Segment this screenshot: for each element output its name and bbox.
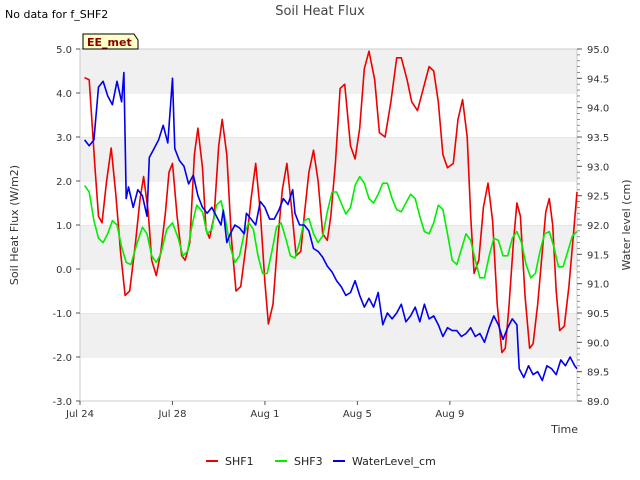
y-axis: -3.0 -2.0 -1.0 0.0 1.0 2.0 3.0 4.0 5.0 (52, 45, 80, 408)
grid-band (80, 269, 577, 313)
series-line-shf1 (84, 50, 578, 354)
x-tick-label: Aug 1 (250, 409, 279, 420)
y2-tick-label: 91.5 (587, 250, 609, 261)
y-tick-label: 0.0 (56, 265, 72, 276)
grid-band (80, 357, 577, 401)
legend-label: SHF1 (225, 455, 254, 468)
y2-tick-label: 95.0 (587, 45, 609, 56)
y-tick-label: 4.0 (56, 89, 72, 100)
y2-tick-label: 89.0 (587, 397, 609, 408)
y2-axis: 89.0 89.5 90.0 90.5 91.0 91.5 92.0 92.5 93.0 93.5… (577, 45, 609, 408)
series-lines (83, 50, 578, 382)
legend-label: SHF3 (294, 455, 323, 468)
y-axis-label: Soil Heat Flux (W/m2) (8, 165, 21, 285)
legend-label: WaterLevel_cm (352, 455, 436, 468)
y2-axis-label: Water level (cm) (620, 179, 633, 270)
y2-tick-label: 89.5 (587, 368, 609, 379)
grid-band (80, 93, 577, 137)
y-tick-label: 5.0 (56, 45, 72, 56)
grid-band (80, 181, 577, 225)
x-tick-label: Aug 9 (435, 409, 464, 420)
series-line-waterlevel-cm (83, 71, 578, 382)
y-tick-label: 3.0 (56, 133, 72, 144)
y-tick-label: -1.0 (52, 309, 72, 320)
y2-tick-label: 94.0 (587, 104, 609, 115)
x-axis-label: Time (550, 423, 578, 436)
legend: SHF1 SHF3 WaterLevel_cm (206, 455, 436, 468)
grid-bands (80, 48, 577, 401)
badge-box (82, 33, 139, 50)
y2-tick-label: 93.5 (587, 133, 609, 144)
chart-title: Soil Heat Flux (275, 4, 365, 19)
y2-tick-label: 90.0 (587, 338, 609, 349)
y-tick-label: 1.0 (56, 221, 72, 232)
y2-tick-label: 93.0 (587, 162, 609, 173)
grid-band (80, 49, 577, 93)
y-tick-label: 2.0 (56, 177, 72, 188)
x-tick-label: Jul 28 (157, 409, 186, 420)
badge: EE_met (82, 33, 139, 50)
y-tick-label: -3.0 (52, 397, 72, 408)
y2-tick-label: 92.5 (587, 192, 609, 203)
x-tick-label: Jul 24 (65, 409, 94, 420)
y2-tick-label: 92.0 (587, 221, 609, 232)
x-axis: Jul 24 Jul 28 Aug 1 Aug 5 Aug 9 (65, 401, 464, 420)
y2-tick-label: 90.5 (587, 309, 609, 320)
x-tick-label: Aug 5 (343, 409, 372, 420)
badge-label: EE_met (87, 36, 132, 49)
y2-tick-label: 94.5 (587, 74, 609, 85)
grid-band (80, 313, 577, 357)
y-tick-label: -2.0 (52, 353, 72, 364)
series-line-shf3 (83, 175, 578, 279)
no-data-notice: No data for f_SHF2 (5, 8, 108, 21)
y2-tick-label: 91.0 (587, 280, 609, 291)
grid-band (80, 137, 577, 181)
